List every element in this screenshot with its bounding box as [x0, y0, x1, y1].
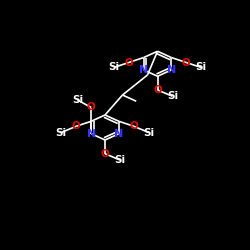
Text: O: O [182, 58, 191, 68]
Text: Si: Si [167, 91, 178, 101]
Text: O: O [72, 121, 80, 131]
Text: O: O [100, 149, 110, 159]
Text: N: N [114, 129, 124, 139]
Text: Si: Si [196, 62, 207, 72]
Text: O: O [87, 102, 96, 113]
Text: Si: Si [143, 128, 154, 138]
Text: Si: Si [114, 155, 126, 165]
Text: Si: Si [108, 62, 119, 72]
Text: Si: Si [56, 128, 67, 138]
Text: N: N [166, 65, 176, 75]
Text: O: O [153, 85, 162, 95]
Text: N: N [87, 129, 96, 139]
Text: O: O [124, 58, 133, 68]
Text: Si: Si [72, 95, 83, 105]
Text: O: O [130, 121, 138, 131]
Text: N: N [139, 65, 148, 75]
